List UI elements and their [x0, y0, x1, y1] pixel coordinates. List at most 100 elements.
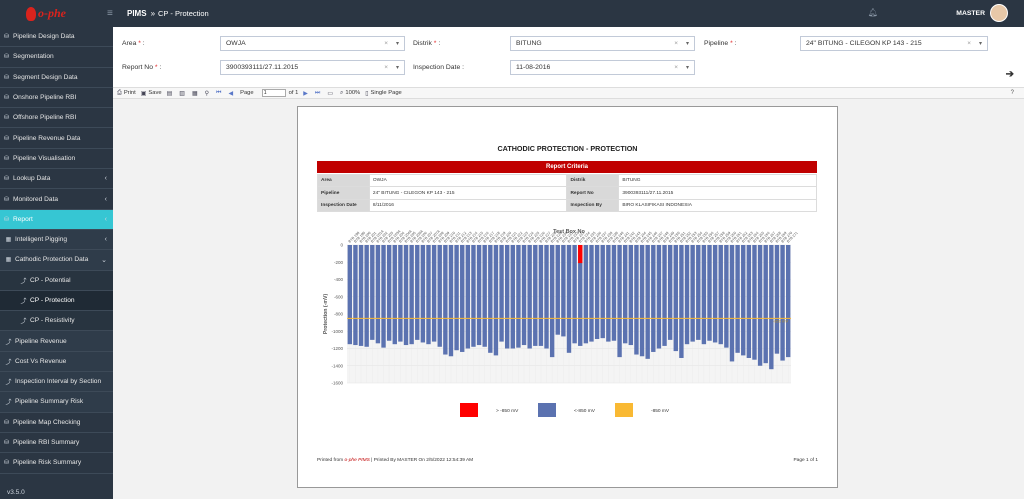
chevron-down-icon[interactable]: ▾ — [978, 41, 982, 47]
sidebar-item-intelligent-pigging[interactable]: ▦ Intelligent Pigging ‹ — [0, 229, 113, 251]
clear-icon[interactable]: × — [384, 40, 388, 47]
legend-label: > -850 mV — [496, 408, 519, 414]
bar — [617, 245, 622, 358]
bar — [544, 245, 549, 349]
print-button[interactable]: ⎙ Print — [117, 89, 136, 97]
sidebar-item-monitored-data[interactable]: ⛁ Monitored Data ‹ — [0, 189, 113, 210]
clear-icon[interactable]: × — [674, 64, 678, 71]
sidebar-item-pipeline-design-data[interactable]: ⛁ Pipeline Design Data — [0, 27, 113, 48]
bar — [533, 245, 538, 346]
binoculars-icon[interactable]: ⚲ — [204, 90, 210, 97]
bar — [437, 245, 442, 347]
sidebar-item-pipeline-revenue-data[interactable]: ⛁ Pipeline Revenue Data — [0, 128, 113, 149]
avatar[interactable] — [990, 4, 1008, 22]
sidebar-item-lookup-data[interactable]: ⛁ Lookup Data ‹ — [0, 169, 113, 190]
prev-page-icon[interactable]: ◀ — [228, 90, 234, 97]
bar — [611, 245, 617, 341]
single-page-button[interactable]: ▯ Single Page — [365, 90, 402, 97]
bar — [667, 245, 673, 340]
first-page-icon[interactable]: ⏮ — [216, 89, 222, 96]
arrow-right-icon[interactable]: ➔ — [1005, 69, 1014, 80]
sidebar-item-pipeline-map-checking[interactable]: ⛁ Pipeline Map Checking — [0, 413, 113, 433]
sidebar-item-cathodic-protection-data[interactable]: ▦ Cathodic Protection Data ⌄ — [0, 250, 113, 271]
sidebar-item-inspection-interval-by-section[interactable]: ⤴ Inspection Interval by Section — [0, 372, 113, 393]
bar — [431, 245, 437, 342]
paste-icon[interactable]: ▥ — [179, 90, 185, 97]
next-page-icon[interactable]: ▶ — [303, 90, 308, 97]
bar — [426, 245, 431, 345]
sidebar-item-cp-resistivity[interactable]: ⤴ CP - Resistivity — [0, 311, 113, 332]
sidebar-item-segmentation[interactable]: ⛁ Segmentation — [0, 47, 113, 68]
area-select[interactable]: OWJA × ▾ — [220, 36, 405, 51]
database-icon: ⛁ — [3, 54, 10, 61]
pipeline-select[interactable]: 24" BITUNG - CILEGON KP 143 - 215 × ▾ — [800, 36, 988, 51]
bar — [600, 245, 605, 339]
save-button[interactable]: ▣ Save — [140, 90, 162, 97]
sidebar-item-cp-potential[interactable]: ⤴ CP - Potential — [0, 270, 113, 291]
sidebar-item-pipeline-rbi-summary[interactable]: ⛁ Pipeline RBI Summary — [0, 433, 113, 454]
bar — [381, 245, 386, 348]
chevron-down-icon[interactable]: ▾ — [395, 65, 399, 71]
sidebar-item-label: Pipeline Revenue Data — [13, 134, 81, 142]
topbar: ≡ PIMS » CP - Protection 🔔︎ MASTER — [107, 0, 1024, 27]
chevron-down-icon[interactable]: ▾ — [685, 41, 689, 47]
sidebar-item-cp-protection[interactable]: ⤴ CP - Protection — [0, 290, 113, 312]
bar — [386, 245, 392, 341]
y-tick-label: 0 — [340, 243, 343, 248]
zoom-button[interactable]: ⌕ 100% — [340, 89, 361, 97]
last-page-icon[interactable]: ⏭ — [314, 89, 321, 96]
bar — [701, 245, 707, 345]
app-title: PIMS — [127, 9, 147, 18]
clipboard-icon[interactable]: ▦ — [191, 90, 198, 97]
sidebar-item-cost-vs-revenue[interactable]: ⤴ Cost Vs Revenue — [0, 351, 113, 373]
chevron-down-icon[interactable]: ▾ — [395, 41, 399, 47]
menu-toggle-icon[interactable]: ≡ — [107, 8, 113, 19]
sidebar-nav: ⛁ Pipeline Design Data ⛁ Segmentation ⛁ Segme… — [0, 27, 113, 474]
copy-icon[interactable]: ▤ — [166, 90, 173, 97]
sidebar-item-pipeline-risk-summary[interactable]: ⛁ Pipeline Risk Summary — [0, 453, 113, 474]
sidebar-item-segment-design-data[interactable]: ⛁ Segment Design Data — [0, 68, 113, 88]
bar — [639, 245, 645, 357]
database-icon: ⛁ — [3, 176, 10, 183]
sidebar-item-label: Offshore Pipeline RBI — [13, 114, 77, 122]
inspection-date-select[interactable]: 11-08-2016 × ▾ — [510, 60, 695, 75]
criteria-key: Pipeline — [317, 186, 370, 200]
trend-icon: ⤴ — [5, 400, 12, 407]
bar — [499, 245, 504, 342]
sidebar-item-label: Pipeline Revenue — [15, 337, 67, 345]
clear-icon[interactable]: × — [674, 40, 678, 47]
clear-icon[interactable]: × — [384, 64, 388, 71]
bar — [769, 245, 774, 370]
bell-icon[interactable]: 🔔︎ — [867, 8, 878, 17]
help-icon[interactable]: ? — [1010, 90, 1014, 96]
criteria-key: Inspection Date — [317, 198, 370, 213]
logo[interactable]: o-phe — [0, 0, 113, 27]
legend-label: <-850 mV — [574, 408, 596, 414]
sidebar-item-onshore-pipeline-rbi[interactable]: ⛁ Onshore Pipeline RBI — [0, 88, 113, 109]
sidebar-item-offshore-pipeline-rbi[interactable]: ⛁ Offshore Pipeline RBI — [0, 108, 113, 129]
sidebar-item-report[interactable]: ⛁ Report ‹ — [0, 209, 113, 230]
bar — [724, 245, 729, 348]
y-tick-label: -200 — [334, 260, 344, 265]
bar — [398, 245, 403, 342]
bar — [409, 245, 414, 345]
report-viewport[interactable]: CATHODIC PROTECTION - PROTECTION Report … — [113, 99, 1024, 499]
chevron-down-icon[interactable]: ▾ — [685, 65, 689, 71]
chevron-left-icon: ‹ — [104, 215, 107, 223]
sidebar-item-pipeline-revenue[interactable]: ⤴ Pipeline Revenue — [0, 331, 113, 352]
bar — [684, 245, 690, 345]
clear-icon[interactable]: × — [967, 40, 971, 47]
bar — [538, 245, 544, 346]
sidebar-item-pipeline-visualisation[interactable]: ⛁ Pipeline Visualisation — [0, 149, 113, 170]
sidebar-item-label: Pipeline RBI Summary — [13, 439, 80, 447]
bar — [364, 245, 369, 347]
database-icon: ⛁ — [3, 216, 10, 223]
bar — [780, 245, 785, 361]
chevron-left-icon: ‹ — [104, 236, 107, 244]
sidebar-item-pipeline-summary-risk[interactable]: ⤴ Pipeline Summary Risk — [0, 392, 113, 413]
report-no-select[interactable]: 3900393111/27.11.2015 × ▾ — [220, 60, 405, 75]
username[interactable]: MASTER — [956, 10, 985, 17]
distrik-select[interactable]: BITUNG × ▾ — [510, 36, 695, 51]
view-icon[interactable]: ▭ — [327, 90, 333, 97]
page-input[interactable]: 1 — [261, 89, 286, 97]
